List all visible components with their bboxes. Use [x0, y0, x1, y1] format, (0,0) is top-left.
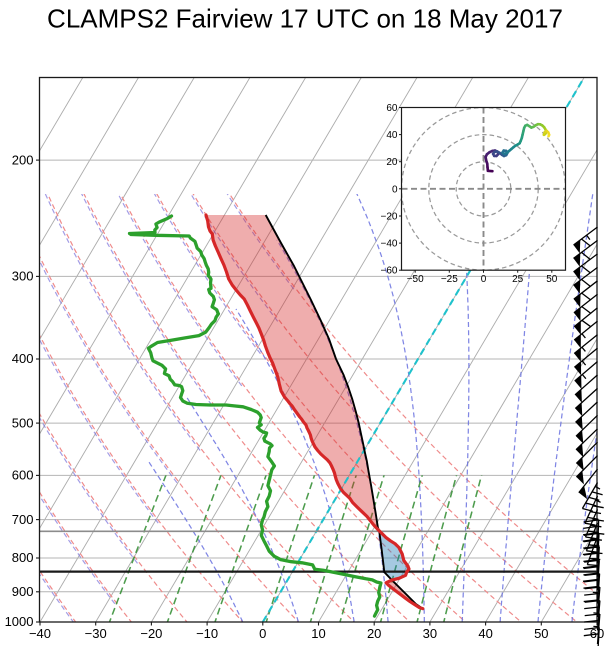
svg-text:20: 20: [367, 626, 381, 641]
svg-text:200: 200: [12, 152, 34, 167]
svg-text:−50: −50: [407, 274, 424, 285]
svg-text:−40: −40: [29, 626, 51, 641]
svg-text:900: 900: [12, 584, 34, 599]
svg-text:500: 500: [12, 415, 34, 430]
svg-text:40: 40: [478, 626, 492, 641]
svg-text:50: 50: [546, 274, 558, 285]
svg-text:0: 0: [259, 626, 266, 641]
svg-text:1000: 1000: [5, 614, 34, 629]
svg-text:−10: −10: [196, 626, 218, 641]
svg-text:400: 400: [12, 351, 34, 366]
svg-text:600: 600: [12, 468, 34, 483]
svg-text:0: 0: [392, 184, 398, 195]
svg-text:25: 25: [512, 274, 524, 285]
svg-text:10: 10: [311, 626, 325, 641]
svg-text:0: 0: [481, 274, 487, 285]
svg-text:40: 40: [386, 130, 398, 141]
svg-text:−60: −60: [381, 266, 398, 277]
svg-text:50: 50: [534, 626, 548, 641]
svg-text:−25: −25: [441, 274, 458, 285]
svg-text:−20: −20: [381, 212, 398, 223]
svg-text:800: 800: [12, 550, 34, 565]
svg-text:−30: −30: [85, 626, 107, 641]
svg-text:CLAMPS2 Fairview 17 UTC on 18: CLAMPS2 Fairview 17 UTC on 18 May 2017: [47, 4, 563, 34]
svg-text:60: 60: [386, 103, 398, 114]
svg-text:700: 700: [12, 512, 34, 527]
svg-text:−40: −40: [381, 239, 398, 250]
svg-text:300: 300: [12, 269, 34, 284]
svg-text:20: 20: [386, 157, 398, 168]
svg-text:−20: −20: [140, 626, 162, 641]
svg-text:30: 30: [423, 626, 437, 641]
